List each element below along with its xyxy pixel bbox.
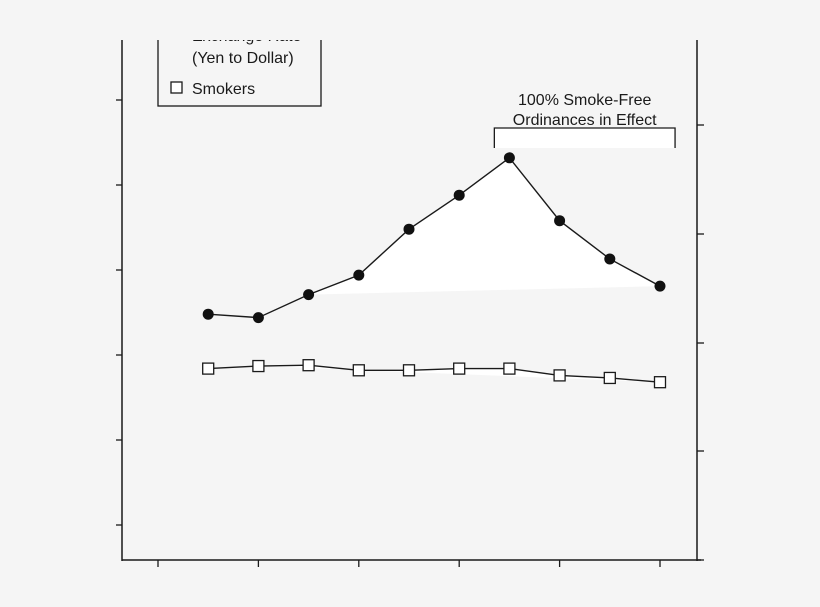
annotation-line2: Ordinances in Effect bbox=[513, 112, 657, 129]
exchange-rate-point bbox=[202, 308, 214, 320]
smokers-point bbox=[453, 362, 466, 375]
axes bbox=[116, 40, 704, 567]
exchange-rate-point bbox=[252, 312, 264, 324]
smokers-point bbox=[352, 364, 365, 377]
exchange-rate-point bbox=[303, 289, 315, 301]
smokers-point bbox=[402, 364, 416, 377]
exchange-rate-point bbox=[554, 215, 566, 227]
legend: Exchange Rate (Yen to Dollar) Smokers bbox=[157, 28, 322, 107]
exchange-rate-point bbox=[654, 280, 666, 292]
annotation-line1: 100% Smoke-Free bbox=[518, 92, 651, 109]
smokers-point bbox=[653, 376, 667, 389]
smokers-point bbox=[503, 362, 516, 375]
smokers-point bbox=[202, 362, 215, 375]
exchange-rate-line bbox=[208, 156, 661, 319]
legend-smokers: Smokers bbox=[192, 81, 255, 98]
exchange-rate-point bbox=[403, 223, 415, 235]
exchange-rate-point bbox=[453, 189, 465, 201]
legend-square-icon bbox=[170, 81, 183, 94]
annotation-bracket-line bbox=[493, 127, 676, 148]
smokers-point bbox=[553, 369, 566, 382]
exchange-rate-point bbox=[353, 269, 365, 281]
smokers-point bbox=[603, 371, 616, 385]
exchange-rate-point bbox=[503, 152, 515, 164]
legend-circle-icon bbox=[171, 30, 181, 40]
exchange-rate-area-fill bbox=[308, 157, 660, 295]
legend-exchange-rate: Exchange Rate bbox=[192, 28, 302, 45]
legend-exchange-rate-line2: (Yen to Dollar) bbox=[192, 50, 294, 67]
exchange-rate-point bbox=[604, 253, 616, 265]
annotation-bracket: 100% Smoke-Free Ordinances in Effect bbox=[493, 92, 676, 148]
annotation-fill bbox=[494, 128, 676, 148]
smokers-point bbox=[252, 359, 265, 373]
smokers-point bbox=[302, 359, 315, 372]
legend-box bbox=[157, 40, 322, 107]
smokers-line bbox=[208, 364, 661, 383]
